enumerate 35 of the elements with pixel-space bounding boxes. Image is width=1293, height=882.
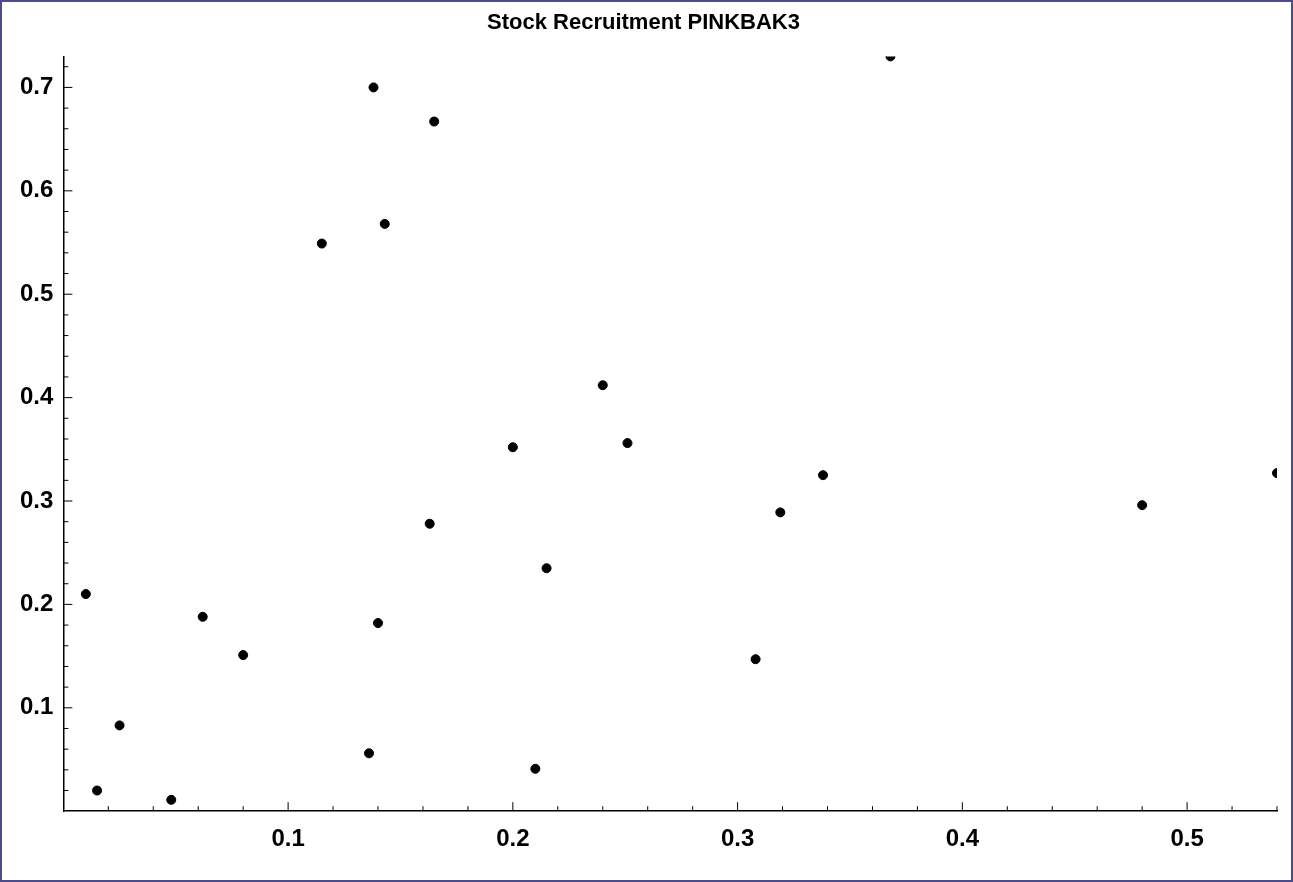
y-tick-label: 0.2 xyxy=(19,589,54,617)
point xyxy=(114,720,125,731)
point xyxy=(368,82,379,93)
point xyxy=(166,794,177,805)
chart-title: Stock Recruitment PINKBAK3 xyxy=(487,9,800,35)
point xyxy=(92,785,103,796)
x-tick-label: 0.1 xyxy=(271,824,305,852)
y-tick-label: 0.1 xyxy=(19,692,54,720)
x-tick-label: 0.4 xyxy=(945,824,980,852)
point xyxy=(80,589,91,600)
y-tick-label: 0.6 xyxy=(19,175,54,203)
point xyxy=(775,507,786,518)
point xyxy=(750,654,761,665)
point xyxy=(622,438,633,449)
x-tick-label: 0.2 xyxy=(496,824,530,852)
point xyxy=(818,470,829,481)
y-tick-label: 0.3 xyxy=(19,485,54,513)
x-tick-label: 0.5 xyxy=(1170,824,1204,852)
point xyxy=(238,650,249,661)
y-tick-label: 0.5 xyxy=(19,278,54,306)
point xyxy=(364,748,375,759)
point xyxy=(379,218,390,229)
point xyxy=(424,518,435,529)
point xyxy=(1137,500,1148,511)
point xyxy=(541,563,552,574)
point xyxy=(507,442,518,453)
point xyxy=(530,763,541,774)
y-tick-label: 0.7 xyxy=(19,72,54,100)
point xyxy=(197,611,208,622)
point xyxy=(429,116,440,127)
point xyxy=(316,238,327,249)
y-tick-label: 0.4 xyxy=(19,382,54,410)
point xyxy=(373,618,384,629)
x-tick-label: 0.3 xyxy=(720,824,755,852)
point xyxy=(597,380,608,391)
